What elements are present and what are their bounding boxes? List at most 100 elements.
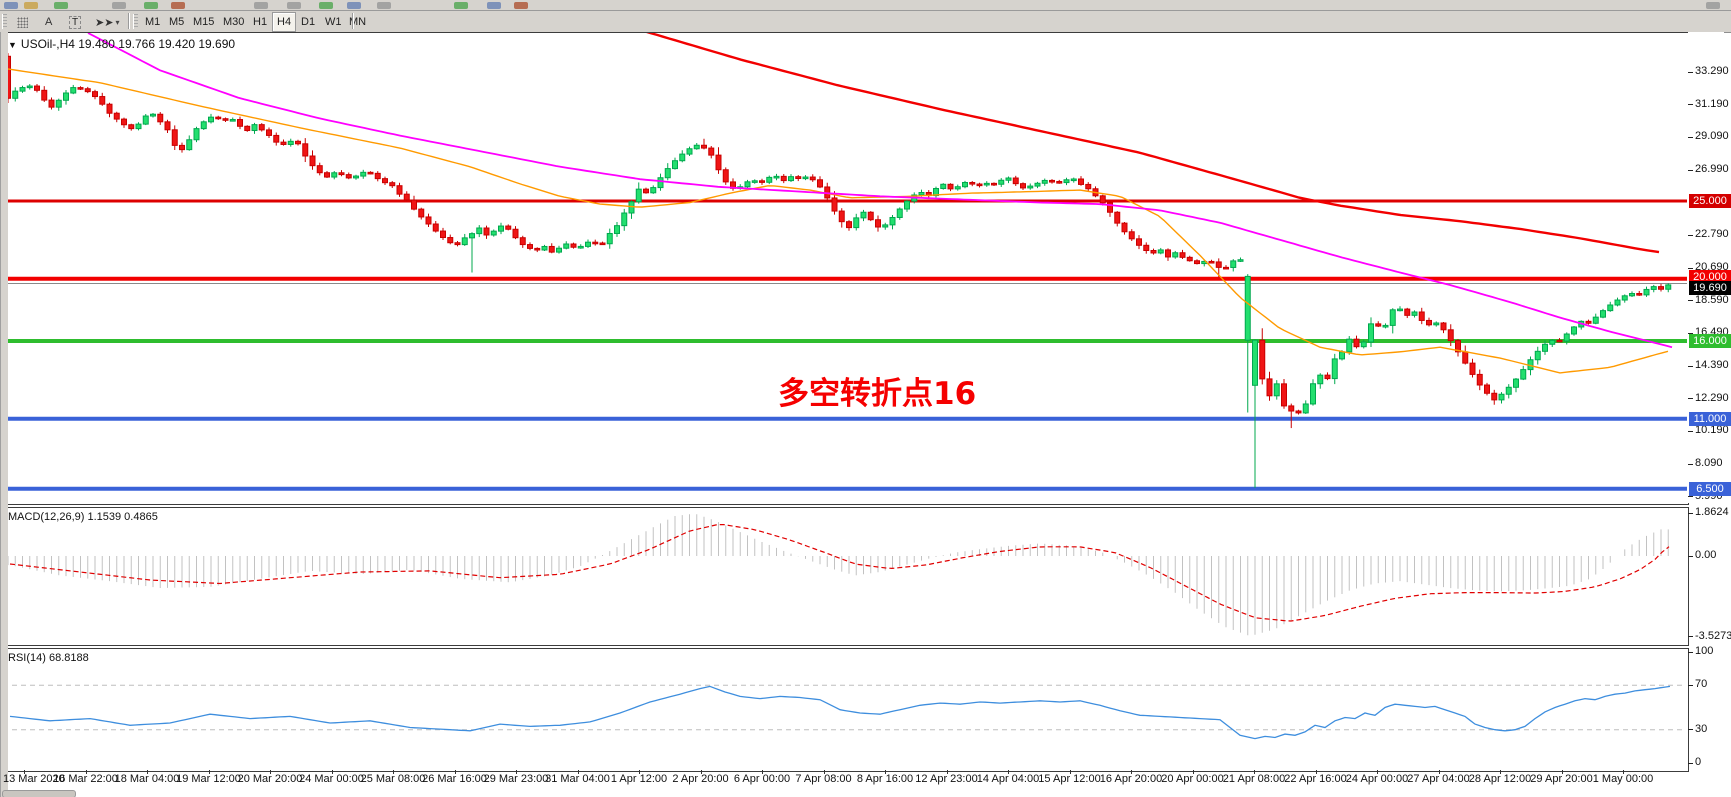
partial-toolbar-icon[interactable] [454,2,468,9]
candle-body [26,85,33,89]
candle-body [1027,185,1034,189]
candle-body [1534,350,1541,361]
price-tick [1688,234,1693,236]
grid-tool-button[interactable] [12,12,33,32]
rsi-tick-label: 0 [1695,756,1702,768]
rsi-panel[interactable] [2,648,1689,772]
price-tick-label: 29.090 [1695,130,1729,143]
rsi-tick [1688,729,1693,731]
candle-body [1331,358,1338,380]
candle-body [1621,295,1628,301]
macd-panel[interactable] [2,507,1689,646]
rsi-tick-label: 100 [1695,645,1714,657]
candle-body [1136,238,1142,246]
timeframe-button-M1[interactable]: M1 [145,16,161,28]
candle-body [142,115,149,125]
candle-body [628,201,635,214]
partial-toolbar-icon[interactable] [1706,2,1720,9]
partial-toolbar-icon[interactable] [24,2,38,9]
timeframe-button-H1[interactable]: H1 [253,16,268,28]
symbol-title-text: USOil-,H4 19.480 19.766 19.420 19.690 [20,37,236,51]
chart-annotation-text[interactable]: 多空转折点16 [778,376,977,412]
time-tick [1623,770,1624,774]
candle-body [1150,249,1157,254]
timeframe-button-M15[interactable]: M15 [193,16,215,28]
ma-mid-magenta [87,33,1673,349]
rsi-tick [1688,762,1693,764]
timeframe-button-M5[interactable]: M5 [169,16,185,28]
time-tick [393,770,394,774]
partial-toolbar-icon[interactable] [319,2,333,9]
candle-body [1505,386,1512,395]
candle-body [766,176,773,183]
candle-body [846,221,852,229]
timeframe-button-H4[interactable]: H4 [272,12,297,32]
partial-toolbar-icon[interactable] [54,2,68,9]
time-label: 29 Mar 23:00 [483,773,549,785]
time-label: 29 Apr 20:00 [1530,773,1593,785]
collapse-triangle-icon[interactable]: ▼ [8,40,17,50]
partial-toolbar-icon[interactable] [144,2,158,9]
time-label: 16 Mar 22:00 [53,773,118,785]
main-chart-panel[interactable] [2,32,1689,505]
price-badge-6.500: 6.500 [1689,481,1731,496]
partial-toolbar-icon[interactable] [4,2,18,9]
timeframe-button-M30[interactable]: M30 [223,16,245,28]
candle-body [556,247,562,253]
time-tick [762,770,763,774]
time-label: 25 Mar 08:00 [360,773,426,785]
candle-body [1397,308,1403,312]
time-label: 20 Apr 00:00 [1161,773,1224,785]
candle-body [505,225,512,230]
candle-body [1484,384,1490,394]
candle-body [788,176,794,182]
timeframe-button-MN[interactable]: MN [349,16,367,28]
candle-body [664,168,671,179]
timeframe-button-D1[interactable]: D1 [301,16,316,28]
partial-toolbar-icon[interactable] [514,2,528,9]
text-select-tool-button[interactable]: T [64,12,86,32]
candle-body [643,188,649,194]
timeframe-toolbar-grip[interactable] [133,14,138,29]
partial-toolbar-icon[interactable] [254,2,268,9]
text-label-tool-button[interactable]: A [40,12,57,32]
time-tick [331,770,333,774]
time-tick [1008,770,1009,774]
price-tick [1688,365,1693,367]
rsi-indicator-label: RSI(14) 68.8188 [8,652,89,664]
macd-tick [1688,555,1693,557]
candle-body [1629,293,1635,297]
candle-body [77,87,84,90]
partial-toolbar-icon[interactable] [112,2,126,9]
candle-body [1165,249,1171,258]
partial-toolbar-icon[interactable] [377,2,391,9]
partial-toolbar-icon[interactable] [171,2,185,9]
macd-tick [1688,512,1693,514]
candle-body [353,175,359,179]
time-label: 21 Apr 08:00 [1222,773,1286,785]
horizontal-scrollbar-thumb[interactable] [2,790,76,797]
candle-body [324,172,330,178]
price-tick-label: 22.790 [1695,228,1729,241]
candle-body [498,225,504,232]
candle-body [708,147,715,156]
partial-toolbar-icon[interactable] [347,2,361,9]
candle-body [896,208,903,218]
time-tick [1561,770,1563,774]
partial-toolbar-icon[interactable] [287,2,301,9]
candle-body [1005,177,1012,181]
price-tick-label: 12.290 [1695,391,1729,404]
time-tick [823,770,825,774]
candle-body [1056,181,1063,184]
candle-body [585,241,591,247]
arrows-tool-button[interactable]: ➤➤ ▾ [90,12,124,32]
candle-body [1223,266,1229,270]
toolbar-separator [128,13,129,29]
toolbar-grip[interactable] [2,14,7,29]
candle-body [541,245,548,251]
timeframe-button-W1[interactable]: W1 [325,16,342,28]
candle-body [570,243,577,248]
partial-toolbar-icon[interactable] [487,2,501,9]
candle-body [512,228,519,239]
